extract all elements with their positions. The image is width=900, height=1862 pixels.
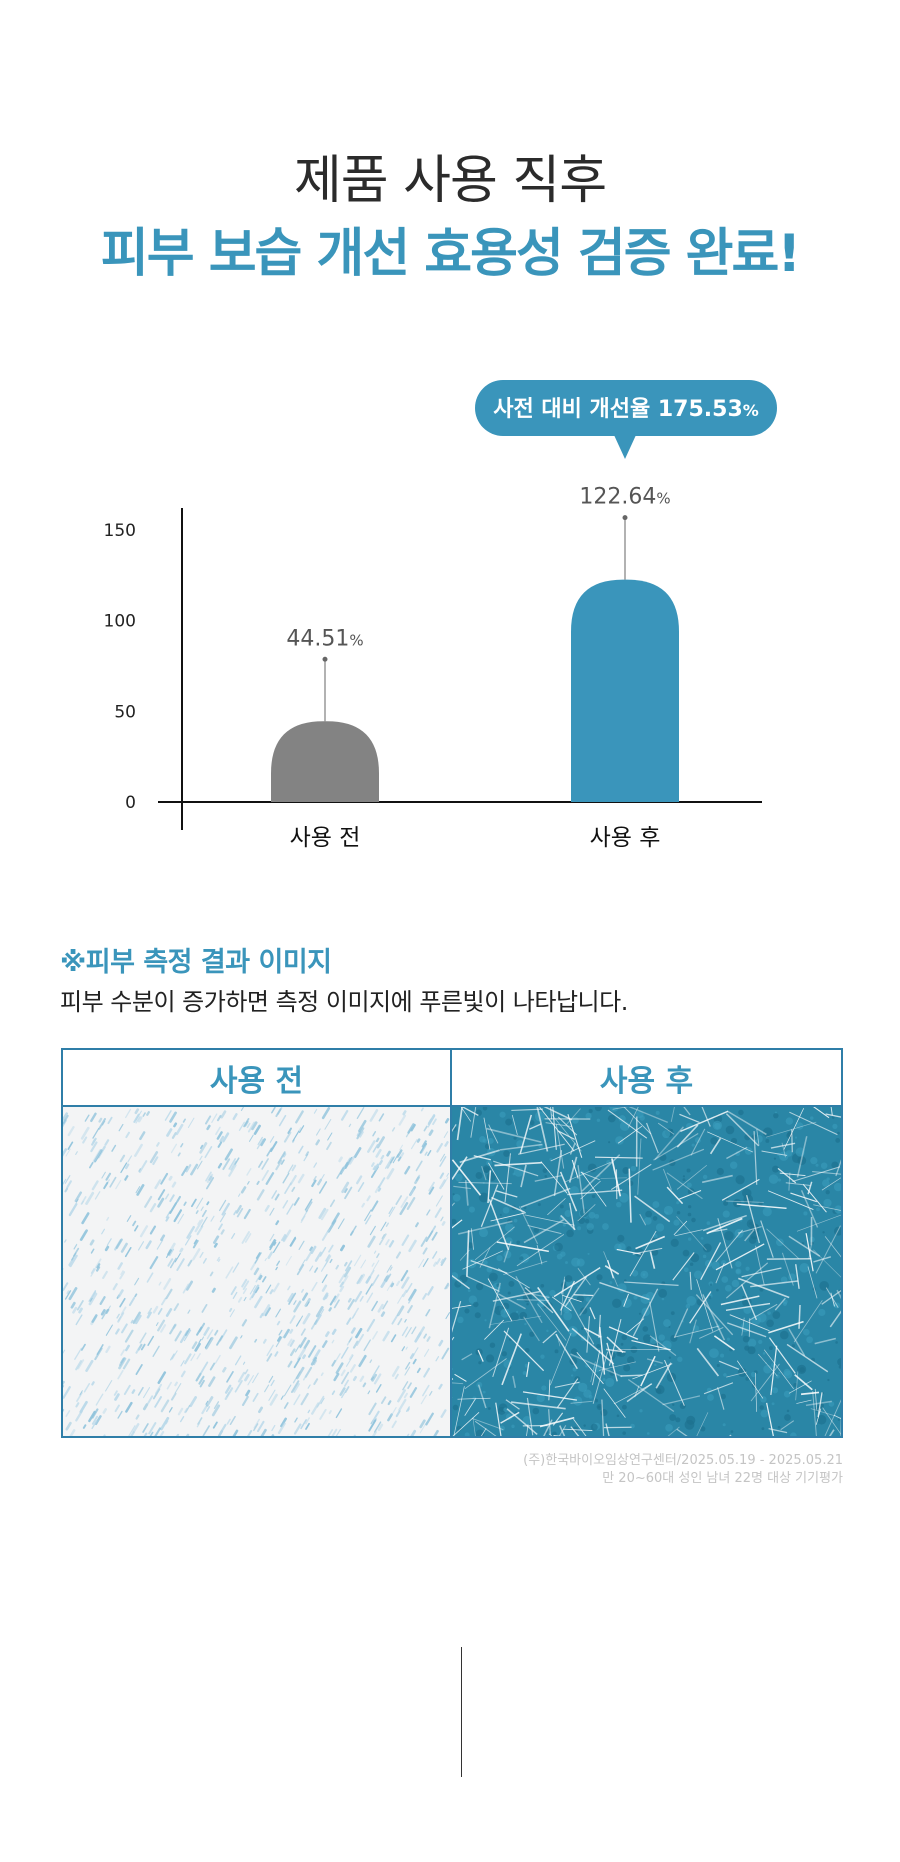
value-leader-dot [622, 515, 628, 521]
comparison-table: 사용 전 사용 후 [61, 1048, 843, 1438]
headline-line2: 피부 보습 개선 효용성 검증 완료! [100, 224, 801, 284]
after-skin-texture [452, 1107, 841, 1436]
after-column-header: 사용 후 [452, 1050, 841, 1107]
source-line1: (주)한국바이오임상연구센터/2025.05.19 - 2025.05.21 [523, 1453, 843, 1468]
y-tick-label: 150 [104, 521, 136, 541]
y-tick-label: 100 [104, 612, 136, 632]
improvement-callout-text: 사전 대비 개선율 175.53% [493, 397, 759, 422]
bar-after [571, 579, 679, 802]
bar-before [271, 721, 379, 802]
after-skin-image [452, 1107, 841, 1436]
headline: 제품 사용 직후 피부 보습 개선 효용성 검증 완료! [0, 150, 900, 286]
before-skin-texture [63, 1107, 450, 1436]
improvement-callout-pointer [614, 435, 636, 459]
value-label: 44.51% [286, 626, 363, 651]
x-category-label: 사용 후 [590, 825, 661, 851]
y-tick-label: 50 [114, 702, 136, 722]
value-label: 122.64% [579, 485, 670, 510]
value-leader-dot [322, 656, 328, 662]
result-section-title: ※피부 측정 결과 이미지 [60, 947, 332, 978]
before-column-header: 사용 전 [63, 1050, 452, 1107]
y-tick-label: 0 [125, 793, 136, 813]
headline-line1: 제품 사용 직후 [293, 151, 607, 211]
improvement-callout-bubble [475, 380, 777, 436]
bottom-divider [461, 1647, 462, 1777]
result-section-description: 피부 수분이 증가하면 측정 이미지에 푸른빛이 나타납니다. [60, 988, 628, 1016]
source-line2: 만 20~60대 성인 남녀 22명 대상 기기평가 [602, 1471, 843, 1486]
before-skin-image [63, 1107, 452, 1436]
moisture-bar-chart: 0 50 100 150 44.51% 사용 전 122.64% 사용 후 사전 대비 개선율 … [104, 380, 777, 851]
source-note: (주)한국바이오임상연구센터/2025.05.19 - 2025.05.21 만… [523, 1452, 843, 1488]
x-category-label: 사용 전 [290, 825, 361, 851]
